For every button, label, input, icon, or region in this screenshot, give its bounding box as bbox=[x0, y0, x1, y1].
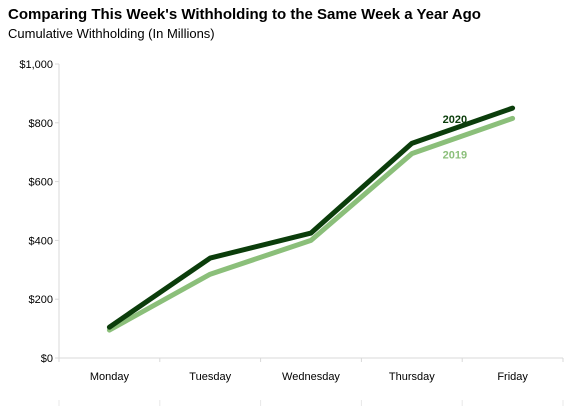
y-tick-label: $400 bbox=[29, 235, 53, 247]
series-line-2019 bbox=[106, 115, 516, 333]
x-tick-label: Friday bbox=[497, 371, 528, 383]
x-tick-label: Wednesday bbox=[282, 371, 340, 383]
y-tick-label: $1,000 bbox=[19, 59, 53, 71]
series-label-2019: 2019 bbox=[443, 149, 467, 161]
series-label-2020: 2020 bbox=[443, 114, 467, 126]
chart-title: Comparing This Week's Withholding to the… bbox=[8, 6, 481, 23]
x-tick-label: Tuesday bbox=[189, 371, 231, 383]
y-tick-label: $800 bbox=[29, 118, 53, 130]
series-line-2020 bbox=[106, 105, 516, 330]
x-tick-label: Monday bbox=[90, 371, 130, 383]
y-tick-label: $200 bbox=[29, 294, 53, 306]
chart-subtitle: Cumulative Withholding (In Millions) bbox=[8, 26, 215, 41]
y-tick-label: $600 bbox=[29, 177, 53, 189]
x-tick-label: Thursday bbox=[389, 371, 435, 383]
y-tick-label: $0 bbox=[41, 353, 53, 365]
